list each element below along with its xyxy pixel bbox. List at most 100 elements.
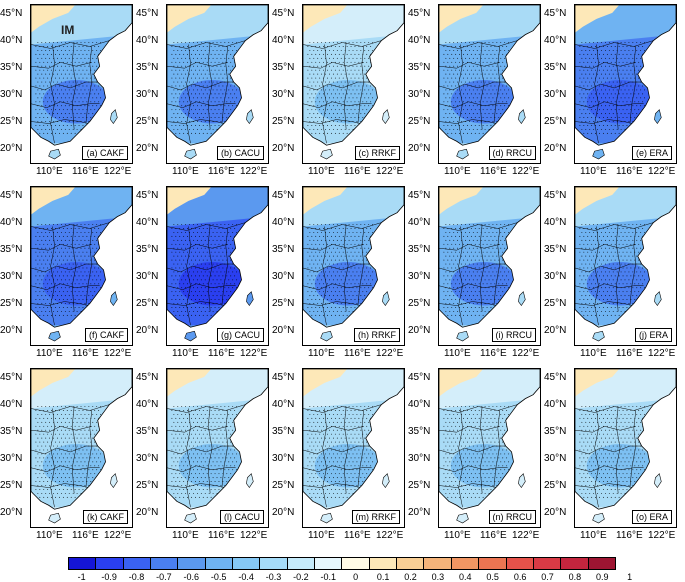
significance-dot	[37, 453, 38, 454]
significance-dot	[220, 422, 221, 423]
significance-dot	[67, 244, 68, 245]
significance-dot	[228, 406, 229, 407]
significance-dot	[360, 42, 361, 43]
significance-dot	[67, 86, 68, 87]
significance-dot	[209, 469, 210, 470]
significance-dot	[175, 125, 176, 126]
significance-dot	[360, 89, 361, 90]
significance-dot	[313, 256, 314, 257]
significance-dot	[498, 275, 499, 276]
significance-dot	[333, 74, 334, 75]
significance-dot	[199, 117, 200, 118]
significance-dot	[79, 268, 80, 269]
significance-dot	[453, 50, 454, 51]
significance-dot	[597, 271, 598, 272]
significance-dot	[489, 82, 490, 83]
significance-dot	[611, 70, 612, 71]
significance-dot	[477, 295, 478, 296]
significance-dot	[475, 236, 476, 237]
significance-dot	[494, 252, 495, 253]
significance-dot	[492, 129, 493, 130]
significance-dot	[215, 93, 216, 94]
significance-dot	[623, 86, 624, 87]
significance-dot	[465, 50, 466, 51]
significance-dot	[447, 78, 448, 79]
significance-dot	[451, 70, 452, 71]
significance-dot	[331, 93, 332, 94]
significance-dot	[465, 129, 466, 130]
significance-dot	[98, 133, 99, 134]
significance-dot	[502, 93, 503, 94]
significance-dot	[177, 287, 178, 288]
significance-dot	[625, 256, 626, 257]
significance-dot	[37, 129, 38, 130]
significance-dot	[219, 78, 220, 79]
significance-dot	[477, 240, 478, 241]
significance-dot	[335, 54, 336, 55]
significance-dot	[187, 252, 188, 253]
significance-dot	[57, 240, 58, 241]
significance-dot	[179, 450, 180, 451]
significance-dot	[343, 299, 344, 300]
significance-dot	[353, 82, 354, 83]
significance-dot	[605, 271, 606, 272]
significance-dot	[627, 109, 628, 110]
significance-dot	[469, 240, 470, 241]
significance-dot	[621, 264, 622, 265]
significance-dot	[217, 446, 218, 447]
significance-dot	[615, 283, 616, 284]
significance-dot	[465, 311, 466, 312]
significance-dot	[57, 42, 58, 43]
significance-dot	[55, 109, 56, 110]
significance-dot	[632, 89, 633, 90]
significance-dot	[331, 299, 332, 300]
significance-dot	[96, 287, 97, 288]
significance-dot	[183, 70, 184, 71]
significance-dot	[228, 256, 229, 257]
significance-dot	[358, 260, 359, 261]
significance-dot	[234, 283, 235, 284]
significance-dot	[37, 97, 38, 98]
significance-dot	[213, 256, 214, 257]
significance-dot	[611, 62, 612, 63]
significance-dot	[51, 410, 52, 411]
significance-dot	[477, 121, 478, 122]
significance-dot	[81, 271, 82, 272]
significance-dot	[183, 93, 184, 94]
significance-dot	[230, 418, 231, 419]
significance-dot	[185, 74, 186, 75]
significance-dot	[343, 315, 344, 316]
significance-dot	[465, 256, 466, 257]
significance-dot	[627, 101, 628, 102]
significance-dot	[583, 78, 584, 79]
significance-dot	[613, 248, 614, 249]
significance-dot	[193, 66, 194, 67]
significance-dot	[207, 46, 208, 47]
significance-dot	[443, 244, 444, 245]
significance-dot	[185, 113, 186, 114]
significance-dot	[502, 252, 503, 253]
significance-dot	[443, 260, 444, 261]
significance-dot	[185, 248, 186, 249]
significance-dot	[195, 236, 196, 237]
significance-dot	[343, 101, 344, 102]
significance-dot	[183, 268, 184, 269]
significance-dot	[228, 303, 229, 304]
significance-dot	[217, 232, 218, 233]
significance-dot	[469, 97, 470, 98]
significance-dot	[94, 418, 95, 419]
significance-dot	[226, 283, 227, 284]
significance-dot	[183, 315, 184, 316]
significance-dot	[496, 248, 497, 249]
significance-dot	[215, 228, 216, 229]
significance-dot	[211, 410, 212, 411]
significance-dot	[39, 465, 40, 466]
significance-dot	[475, 252, 476, 253]
significance-dot	[605, 224, 606, 225]
significance-dot	[193, 264, 194, 265]
significance-dot	[63, 426, 64, 427]
significance-dot	[215, 291, 216, 292]
significance-dot	[449, 303, 450, 304]
significance-dot	[364, 74, 365, 75]
significance-dot	[615, 307, 616, 308]
